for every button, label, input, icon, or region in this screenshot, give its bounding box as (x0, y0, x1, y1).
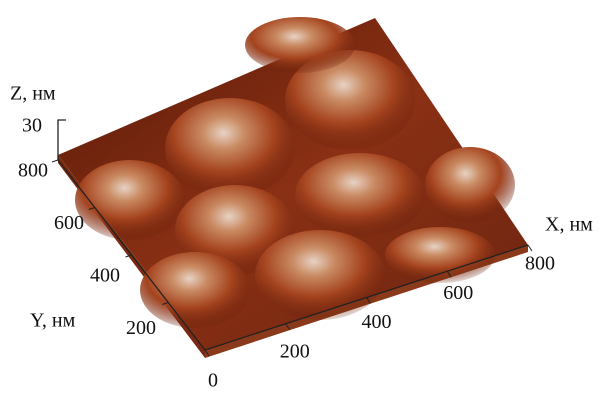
surface (58, 17, 528, 358)
y-tick (88, 207, 95, 210)
x-tick (527, 244, 533, 252)
y-tick (162, 302, 169, 305)
x-tick-label: 0 (208, 370, 218, 392)
x-tick (366, 297, 371, 304)
z-tick-label: 30 (22, 115, 42, 137)
x-tick (446, 270, 452, 278)
y-tick-label: 200 (126, 317, 156, 339)
x-tick-label: 400 (362, 311, 392, 333)
y-tick-label: 400 (90, 265, 120, 287)
z-axis-label: Z, нм (10, 83, 56, 105)
x-tick (204, 349, 210, 357)
x-tick (285, 323, 291, 331)
y-tick (51, 159, 59, 163)
y-tick (125, 254, 132, 258)
x-tick-label: 800 (525, 253, 555, 275)
x-tick-label: 600 (443, 282, 473, 304)
x-tick-label: 200 (280, 340, 310, 362)
y-axis-label: Y, нм (30, 310, 76, 332)
y-tick-label: 600 (54, 212, 84, 234)
y-tick-label: 800 (18, 160, 48, 182)
x-axis-label: X, нм (545, 214, 593, 236)
